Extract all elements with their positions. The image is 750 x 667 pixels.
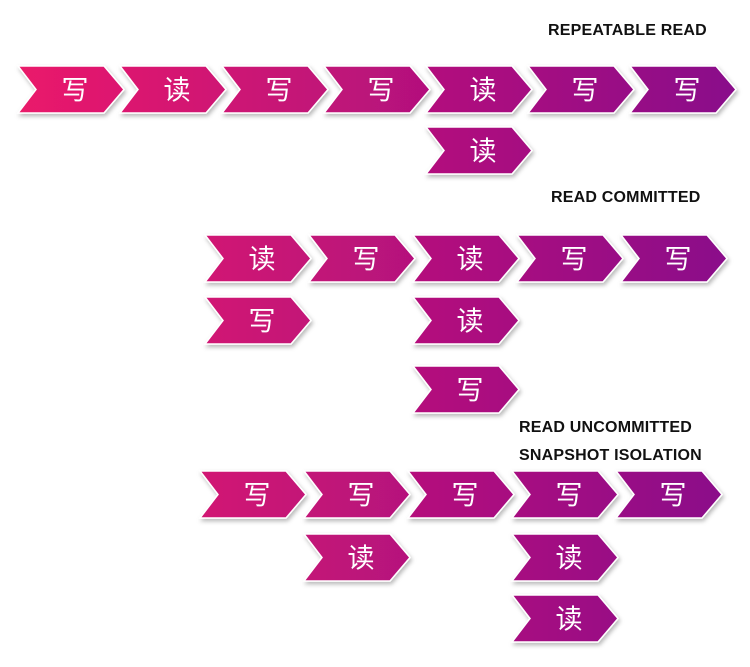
chevron-read-s0-main-4: 读 [424, 65, 533, 114]
chevron-shape [307, 234, 416, 283]
op-label: 写 [244, 481, 271, 512]
op-label: 写 [452, 481, 479, 512]
chevron-shape [302, 470, 411, 519]
chevron-read-s2-branch-1-1: 读 [510, 594, 619, 643]
chevron-write-s1-branch-1-1: 写 [411, 365, 520, 414]
chevron-write-s1-branch-0-0: 写 [203, 296, 312, 345]
chevron-write-s0-main-5: 写 [526, 65, 635, 114]
chevron-write-s2-main-0: 写 [198, 470, 307, 519]
chevron-shape [118, 65, 227, 114]
chevron-write-s1-main-3: 写 [515, 234, 624, 283]
chevron-shape [322, 65, 431, 114]
chevron-shape [510, 533, 619, 582]
chevron-read-s2-branch-1-0: 读 [510, 533, 619, 582]
chevron-shape [411, 365, 520, 414]
chevron-shape [424, 65, 533, 114]
chevron-shape [515, 234, 624, 283]
chevron-read-s1-branch-1-0: 读 [411, 296, 520, 345]
chevron-write-s1-main-4: 写 [619, 234, 728, 283]
chevron-shape [619, 234, 728, 283]
chevron-shape [526, 65, 635, 114]
chevron-shape [614, 470, 723, 519]
op-label: 写 [457, 376, 484, 407]
op-label: 写 [674, 76, 701, 107]
chevron-read-s2-branch-0-0: 读 [302, 533, 411, 582]
op-label: 写 [561, 245, 588, 276]
chevron-shape [16, 65, 125, 114]
op-label: 读 [457, 307, 484, 338]
chevron-shape [406, 470, 515, 519]
op-label: 读 [556, 544, 583, 575]
chevron-shape [510, 470, 619, 519]
label-snapshot-isolation: SNAPSHOT ISOLATION [519, 447, 702, 464]
op-label: 读 [348, 544, 375, 575]
label-read-committed: READ COMMITTED [551, 189, 701, 206]
op-label: 写 [572, 76, 599, 107]
chevron-shape [510, 594, 619, 643]
op-label: 读 [556, 605, 583, 636]
op-label: 读 [457, 245, 484, 276]
op-label: 写 [368, 76, 395, 107]
op-label: 写 [348, 481, 375, 512]
chevron-write-s2-main-2: 写 [406, 470, 515, 519]
label-repeatable-read: REPEATABLE READ [548, 22, 707, 39]
chevron-shape [411, 234, 520, 283]
op-label: 写 [249, 307, 276, 338]
chevron-shape [411, 296, 520, 345]
chevron-shape [424, 126, 533, 175]
chevron-write-s2-main-1: 写 [302, 470, 411, 519]
chevron-shape [203, 296, 312, 345]
chevron-shape [203, 234, 312, 283]
chevron-read-s1-main-0: 读 [203, 234, 312, 283]
chevron-shape [302, 533, 411, 582]
chevron-shape [628, 65, 737, 114]
op-label: 写 [660, 481, 687, 512]
chevron-write-s2-main-4: 写 [614, 470, 723, 519]
chevron-shape [198, 470, 307, 519]
chevron-write-s0-main-0: 写 [16, 65, 125, 114]
op-label: 读 [164, 76, 191, 107]
chevron-read-s0-main-1: 读 [118, 65, 227, 114]
chevron-write-s0-main-3: 写 [322, 65, 431, 114]
op-label: 读 [470, 76, 497, 107]
op-label: 写 [556, 481, 583, 512]
op-label: 写 [266, 76, 293, 107]
chevron-shape [220, 65, 329, 114]
chevron-read-s1-main-2: 读 [411, 234, 520, 283]
op-label: 写 [353, 245, 380, 276]
chevron-write-s0-main-6: 写 [628, 65, 737, 114]
chevron-write-s2-main-3: 写 [510, 470, 619, 519]
label-read-uncommitted: READ UNCOMMITTED [519, 419, 692, 436]
chevron-write-s1-main-1: 写 [307, 234, 416, 283]
chevron-write-s0-main-2: 写 [220, 65, 329, 114]
op-label: 写 [62, 76, 89, 107]
op-label: 读 [249, 245, 276, 276]
op-label: 读 [470, 137, 497, 168]
chevron-read-s0-branch-0-0: 读 [424, 126, 533, 175]
op-label: 写 [665, 245, 692, 276]
